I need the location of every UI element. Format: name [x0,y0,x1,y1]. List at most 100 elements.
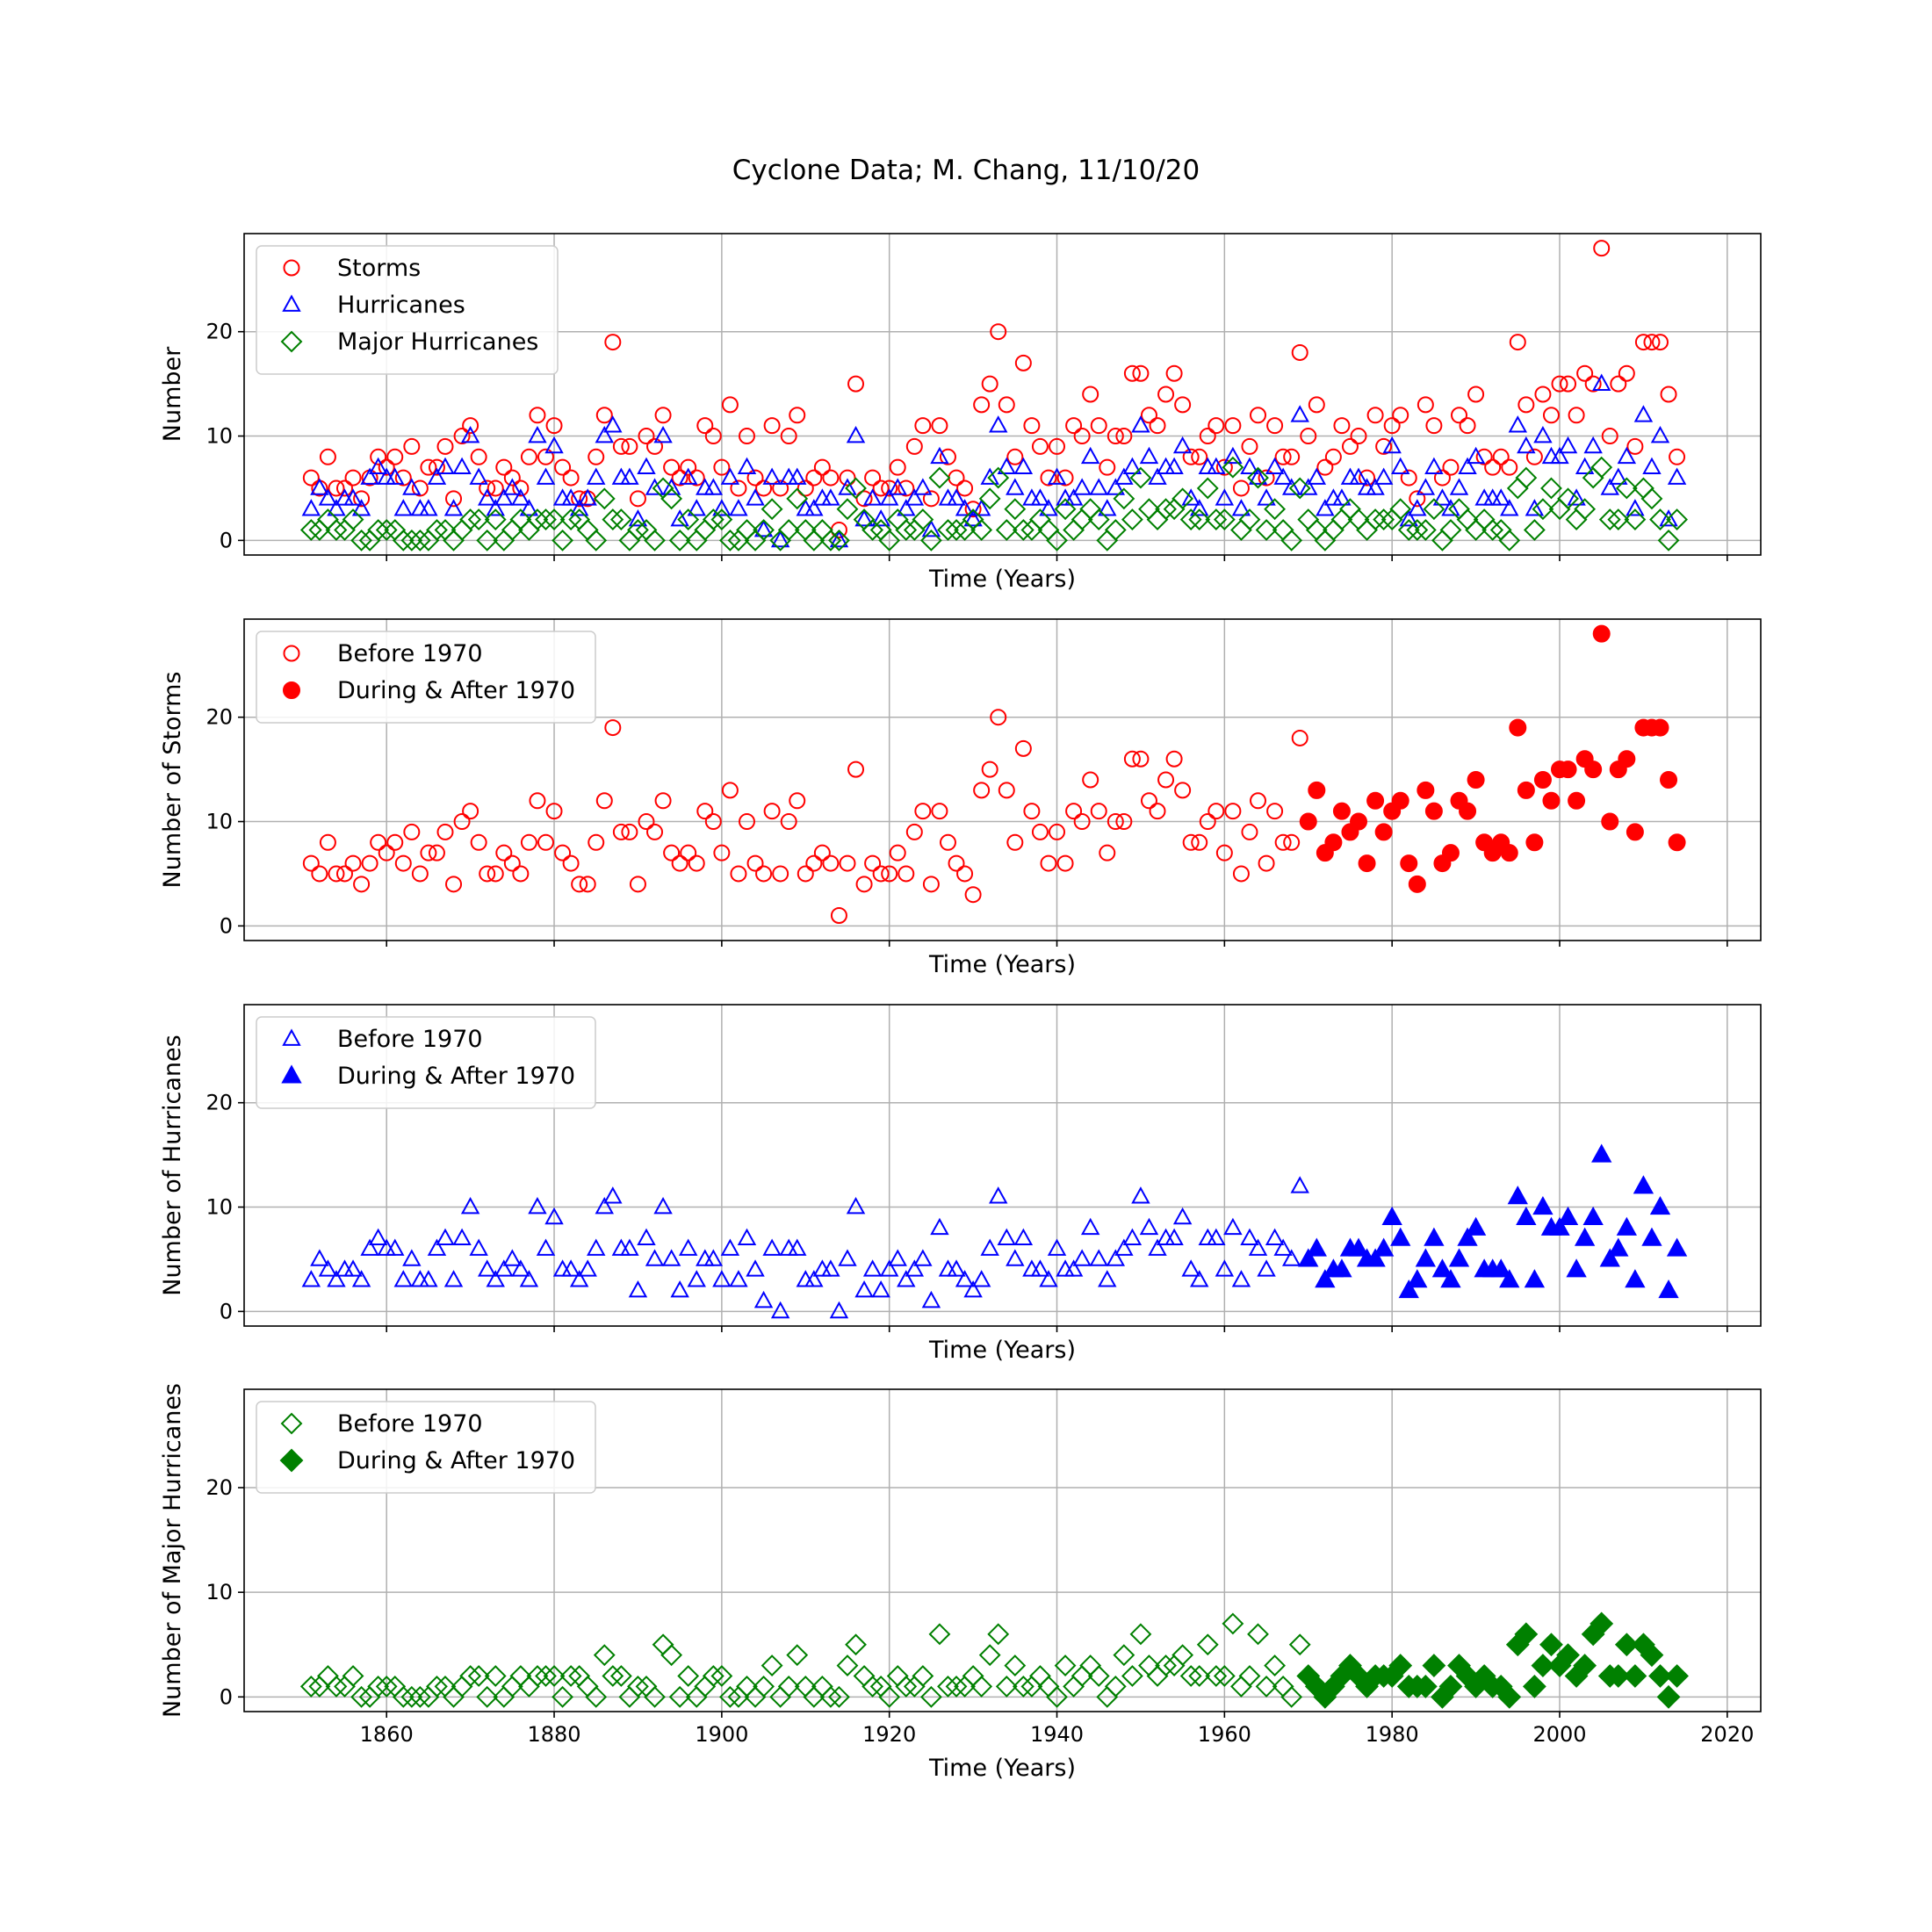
data-point [770,1301,790,1319]
data-point [301,1270,321,1287]
data-point [973,782,991,799]
data-point [702,1665,724,1687]
data-point [375,1675,398,1698]
data-point [1224,417,1242,435]
data-point [746,469,764,487]
data-point [551,1685,573,1708]
data-point [654,792,672,810]
data-point [1416,478,1436,495]
data-point [1281,1249,1301,1266]
data-point [299,1675,322,1698]
data-point [955,1270,975,1287]
data-point [1140,792,1157,810]
data-point [629,490,646,508]
data-point [1415,1248,1437,1267]
data-point [1439,519,1462,541]
data-point [1274,448,1292,465]
data-point [998,782,1015,799]
data-point [1056,469,1074,487]
data-point [1188,508,1211,531]
data-point [1213,1665,1236,1687]
data-point [1298,1248,1319,1267]
data-point [1215,844,1233,861]
data-point [543,508,566,531]
data-point [620,1238,639,1256]
data-point [905,437,923,455]
data-point [1316,458,1334,476]
data-point [913,1249,933,1266]
data-point [1171,1644,1194,1667]
data-point [989,1186,1008,1204]
data-point [1417,396,1434,414]
y-tick-label: 20 [205,1475,233,1500]
x-tick-label: 1980 [1366,1722,1419,1747]
data-point [638,813,655,831]
data-point [360,1238,379,1256]
data-point [797,865,814,883]
data-point [1515,466,1538,489]
data-point [903,519,926,541]
data-point [998,396,1015,414]
data-point [1397,519,1420,541]
data-point [861,1675,884,1698]
y-tick-label: 0 [220,1684,233,1709]
data-point [1382,436,1402,454]
data-point [1618,750,1636,768]
data-point [621,823,638,840]
data-point [963,509,983,527]
data-point [978,487,1001,510]
data-point [1179,1665,1202,1687]
series-hurricanes-open [301,1176,1309,1319]
data-point [1012,1675,1034,1698]
data-point [1171,487,1194,510]
data-point [428,844,445,861]
data-point [1467,386,1485,403]
data-point [593,487,616,510]
data-point [470,448,487,465]
data-point [746,488,765,506]
data-point [964,886,982,904]
data-point [677,508,700,531]
data-point [1240,1228,1259,1246]
data-point [328,479,345,497]
data-point [981,761,998,778]
data-point [912,508,934,531]
data-point [1104,1675,1127,1698]
data-point [1006,1249,1025,1266]
data-point [1400,854,1418,873]
data-point [1288,477,1311,500]
data-point [1156,1228,1176,1246]
data-point [872,479,890,497]
data-point [325,1675,348,1698]
data-point [838,478,857,495]
data-point [310,478,329,495]
x-tick-label: 1900 [695,1722,748,1747]
data-point [1408,875,1426,893]
data-point [912,1665,934,1687]
data-point [1241,823,1258,840]
data-point [963,1280,983,1298]
data-point [813,844,831,861]
data-point [1550,446,1569,465]
data-point [562,854,580,872]
data-point [1114,1238,1134,1256]
data-point [1090,803,1107,820]
data-point [668,1685,691,1708]
data-point [1558,436,1578,454]
data-point [427,1238,447,1256]
data-point [629,876,646,893]
data-point [1274,833,1292,851]
data-point [1164,457,1184,475]
legend-marker [280,330,303,353]
data-point [1231,499,1251,516]
data-point [1099,458,1116,476]
data-point [375,519,398,541]
data-point [1063,1259,1084,1277]
data-point [1056,854,1074,872]
data-point [1238,1665,1261,1687]
data-point [839,854,856,872]
data-point [588,833,605,851]
data-point [1500,844,1518,862]
data-point [637,457,656,475]
data-point [1073,428,1091,445]
